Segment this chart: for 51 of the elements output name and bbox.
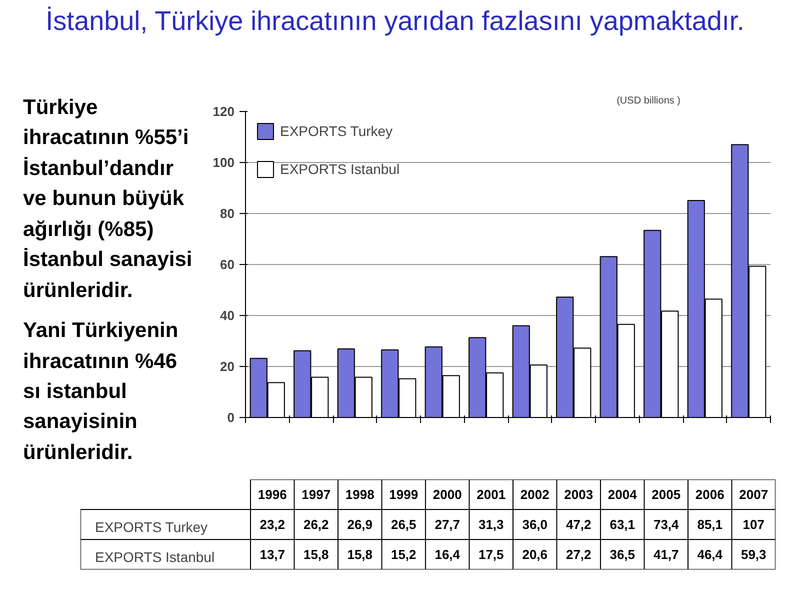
data-label: 15,8 [303, 547, 329, 562]
text: EXPORTS Turkey [95, 519, 208, 535]
x-tick-label: 2004 [608, 487, 638, 502]
x-tick-label: 1999 [389, 487, 418, 502]
x-tick-label: 2006 [695, 487, 724, 502]
x-tick-label: 1997 [302, 487, 331, 502]
data-label: 15,2 [390, 547, 416, 562]
data-label: 26,9 [347, 517, 373, 532]
text: Türkiye ihracatının %55’i İstanbul’dandır ve bunun büyük ağırlığı (%85) İstanbul sanayisi ürünleridir. [23, 95, 194, 304]
x-tick-label: 2001 [476, 487, 506, 502]
x-tick-label: 2007 [739, 487, 768, 502]
data-label: 20,6 [522, 547, 548, 562]
y-tick-label: 40 [220, 308, 235, 323]
y-tick-label: 120 [212, 104, 235, 119]
y-tick-label: 80 [220, 206, 235, 221]
data-label: 26,5 [390, 517, 416, 532]
data-label: 85,1 [697, 517, 723, 532]
data-label: 63,1 [610, 517, 636, 532]
text: (USD billions ) [616, 96, 681, 106]
text: Yani Türkiyenin ihracatının %46 sı istanbul sanayisinin ürünleridir. [23, 318, 180, 466]
x-tick-label: 2003 [564, 487, 594, 502]
data-label: 13,7 [260, 547, 286, 562]
data-label: 36,0 [522, 517, 548, 532]
legend-label: EXPORTS Turkey [280, 123, 393, 139]
data-label: 17,5 [478, 547, 504, 562]
y-tick-label: 60 [220, 257, 235, 272]
data-label: 59,3 [740, 547, 766, 562]
data-label: 46,4 [697, 547, 724, 562]
data-label: 26,2 [303, 517, 329, 532]
data-label: 107 [742, 517, 764, 532]
data-label: 23,2 [260, 517, 286, 532]
x-tick-label: 2005 [652, 487, 681, 502]
data-label: 36,5 [610, 547, 636, 562]
x-tick-label: 1996 [258, 487, 287, 502]
y-tick-label: 0 [227, 410, 235, 425]
data-label: 31,3 [478, 517, 504, 532]
data-label: 15,8 [347, 547, 373, 562]
legend-label: EXPORTS Istanbul [280, 161, 400, 177]
y-tick-label: 100 [212, 155, 235, 170]
x-tick-label: 2002 [520, 487, 550, 502]
x-tick-label: 1998 [345, 487, 374, 502]
x-tick-label: 2000 [432, 487, 462, 502]
data-label: 27,2 [566, 547, 592, 562]
data-label: 47,2 [566, 517, 592, 532]
y-tick-label: 20 [220, 359, 235, 374]
chart-title: İstanbul, Türkiye ihracatının yarıdan fazlasını yapmaktadır. [45, 5, 745, 38]
data-label: 41,7 [653, 547, 679, 562]
text: EXPORTS Istanbul [95, 549, 215, 565]
data-label: 16,4 [434, 547, 461, 562]
data-label: 27,7 [434, 517, 460, 532]
data-label: 73,4 [653, 517, 680, 532]
